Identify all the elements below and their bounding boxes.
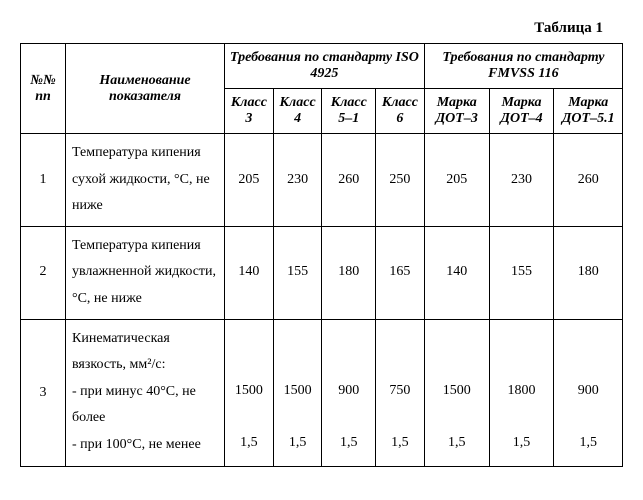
header-name: Наименование показателя [66, 44, 225, 134]
header-fmvss-col: Марка ДОТ–5.1 [554, 89, 623, 134]
cell: 180 [322, 226, 376, 319]
cell: 15001,5 [424, 319, 489, 467]
cell: 155 [489, 226, 554, 319]
cell: 15001,5 [273, 319, 322, 467]
cell: 9001,5 [554, 319, 623, 467]
header-num: №№ пп [21, 44, 66, 134]
header-fmvss-col: Марка ДОТ–3 [424, 89, 489, 134]
cell: 180 [554, 226, 623, 319]
cell: 260 [554, 134, 623, 227]
cell: 230 [489, 134, 554, 227]
cell: 18001,5 [489, 319, 554, 467]
cell: 260 [322, 134, 376, 227]
table-row: 3 Кинематическая вязкость, мм²/с:- при м… [21, 319, 623, 467]
cell: 7501,5 [376, 319, 425, 467]
header-iso-col: Класс 5–1 [322, 89, 376, 134]
row-name: Кинематическая вязкость, мм²/с:- при мин… [66, 319, 225, 467]
row-num: 2 [21, 226, 66, 319]
row-name: Температура кипения увлажненной жидкости… [66, 226, 225, 319]
table-caption: Таблица 1 [20, 20, 623, 37]
cell: 165 [376, 226, 425, 319]
cell: 15001,5 [225, 319, 274, 467]
cell: 9001,5 [322, 319, 376, 467]
row-num: 3 [21, 319, 66, 467]
cell: 205 [424, 134, 489, 227]
cell: 250 [376, 134, 425, 227]
cell: 155 [273, 226, 322, 319]
header-iso-col: Класс 3 [225, 89, 274, 134]
cell: 205 [225, 134, 274, 227]
row-num: 1 [21, 134, 66, 227]
header-iso-col: Класс 4 [273, 89, 322, 134]
cell: 140 [225, 226, 274, 319]
header-group-iso: Требования по стандарту ISO 4925 [225, 44, 425, 89]
header-iso-col: Класс 6 [376, 89, 425, 134]
table-row: 2 Температура кипения увлажненной жидкос… [21, 226, 623, 319]
table-row: 1 Температура кипения сухой жидкости, °C… [21, 134, 623, 227]
cell: 230 [273, 134, 322, 227]
cell: 140 [424, 226, 489, 319]
row-name: Температура кипения сухой жидкости, °C, … [66, 134, 225, 227]
standards-table: №№ пп Наименование показателя Требования… [20, 43, 623, 467]
header-group-fmvss: Требования по стандарту FMVSS 116 [424, 44, 622, 89]
header-fmvss-col: Марка ДОТ–4 [489, 89, 554, 134]
